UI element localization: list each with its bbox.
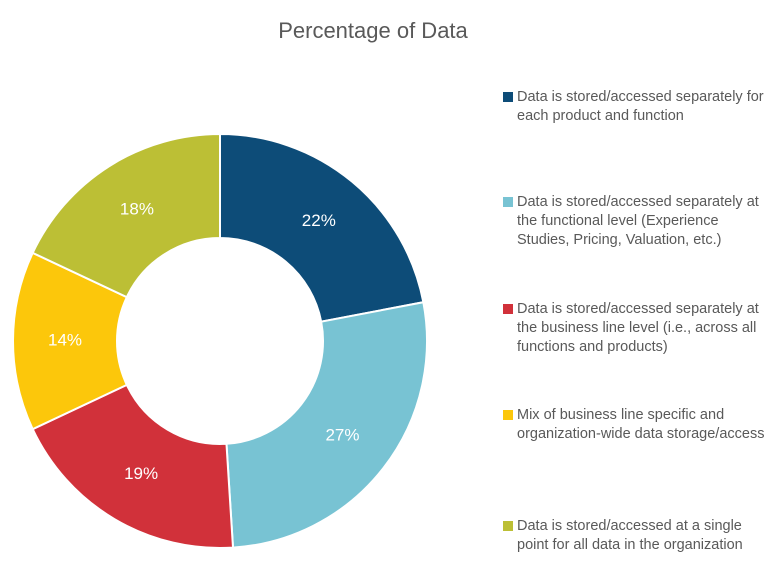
legend-entry: Data is stored/accessed at a single poin… [503, 517, 765, 555]
data-label: 27% [325, 425, 359, 444]
donut-slice [225, 301, 428, 549]
chart-title: Percentage of Data [278, 18, 468, 43]
donut-slice [12, 251, 129, 431]
donut-slice [31, 383, 235, 549]
legend-label: Mix of business line specific and organi… [517, 407, 765, 442]
legend-swatch [503, 410, 513, 420]
data-label: 14% [48, 330, 82, 349]
donut-slice [219, 132, 425, 323]
data-label: 22% [302, 211, 336, 230]
data-label: 19% [124, 464, 158, 483]
legend-swatch [503, 521, 513, 531]
legend-swatch [503, 92, 513, 102]
legend-swatch [503, 304, 513, 314]
legend-entry: Data is stored/accessed separately at th… [503, 193, 765, 250]
legend-label: Data is stored/accessed separately for e… [517, 89, 764, 124]
legend-entry: Data is stored/accessed separately at th… [503, 300, 765, 357]
legend-label: Data is stored/accessed separately at th… [517, 194, 759, 248]
legend-label: Data is stored/accessed separately at th… [517, 301, 759, 355]
legend-swatch [503, 197, 513, 207]
donut-slice [31, 132, 221, 299]
legend-entry: Mix of business line specific and organi… [503, 406, 765, 444]
legend-label: Data is stored/accessed at a single poin… [517, 518, 743, 553]
legend-entry: Data is stored/accessed separately for e… [503, 88, 765, 126]
data-label: 18% [120, 200, 154, 219]
